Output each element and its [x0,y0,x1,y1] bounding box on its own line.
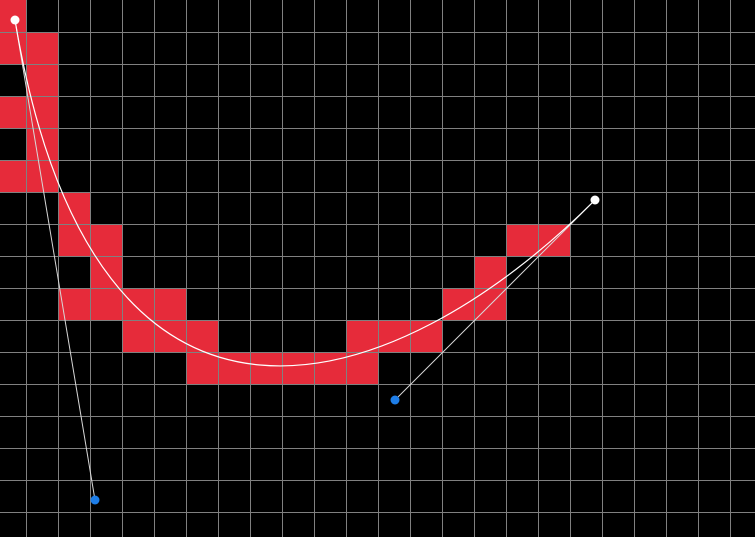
raster-pixel [474,256,506,288]
raster-pixel [506,224,538,256]
raster-pixel [122,320,154,352]
raster-pixel [154,288,186,320]
raster-pixel [186,320,218,352]
raster-pixel [26,128,58,160]
raster-pixel [346,352,378,384]
raster-pixel [26,64,58,96]
raster-pixel [346,320,378,352]
control-handle-line-1 [14,19,96,501]
point-layer [10,15,600,505]
raster-pixel [0,96,26,128]
start-anchor-point[interactable] [10,15,20,25]
raster-pixel [186,352,218,384]
control-point-2[interactable] [390,395,400,405]
bezier-curve [14,19,596,367]
raster-pixel [154,320,186,352]
curve-layer [14,19,596,501]
raster-pixel [314,352,346,384]
control-point-1[interactable] [90,495,100,505]
raster-pixel [26,160,58,192]
control-handle-line-2 [394,199,596,401]
raster-pixel [58,224,90,256]
raster-pixel [90,288,122,320]
raster-pixel [250,352,282,384]
rasterized-pixel-layer [0,0,570,384]
raster-pixel [218,352,250,384]
raster-pixel [474,288,506,320]
raster-pixel [26,32,58,64]
raster-pixel [122,288,154,320]
raster-pixel [0,160,26,192]
end-anchor-point[interactable] [590,195,600,205]
raster-pixel [282,352,314,384]
raster-pixel [90,224,122,256]
raster-pixel [58,288,90,320]
raster-pixel [26,96,58,128]
raster-pixel [410,320,442,352]
